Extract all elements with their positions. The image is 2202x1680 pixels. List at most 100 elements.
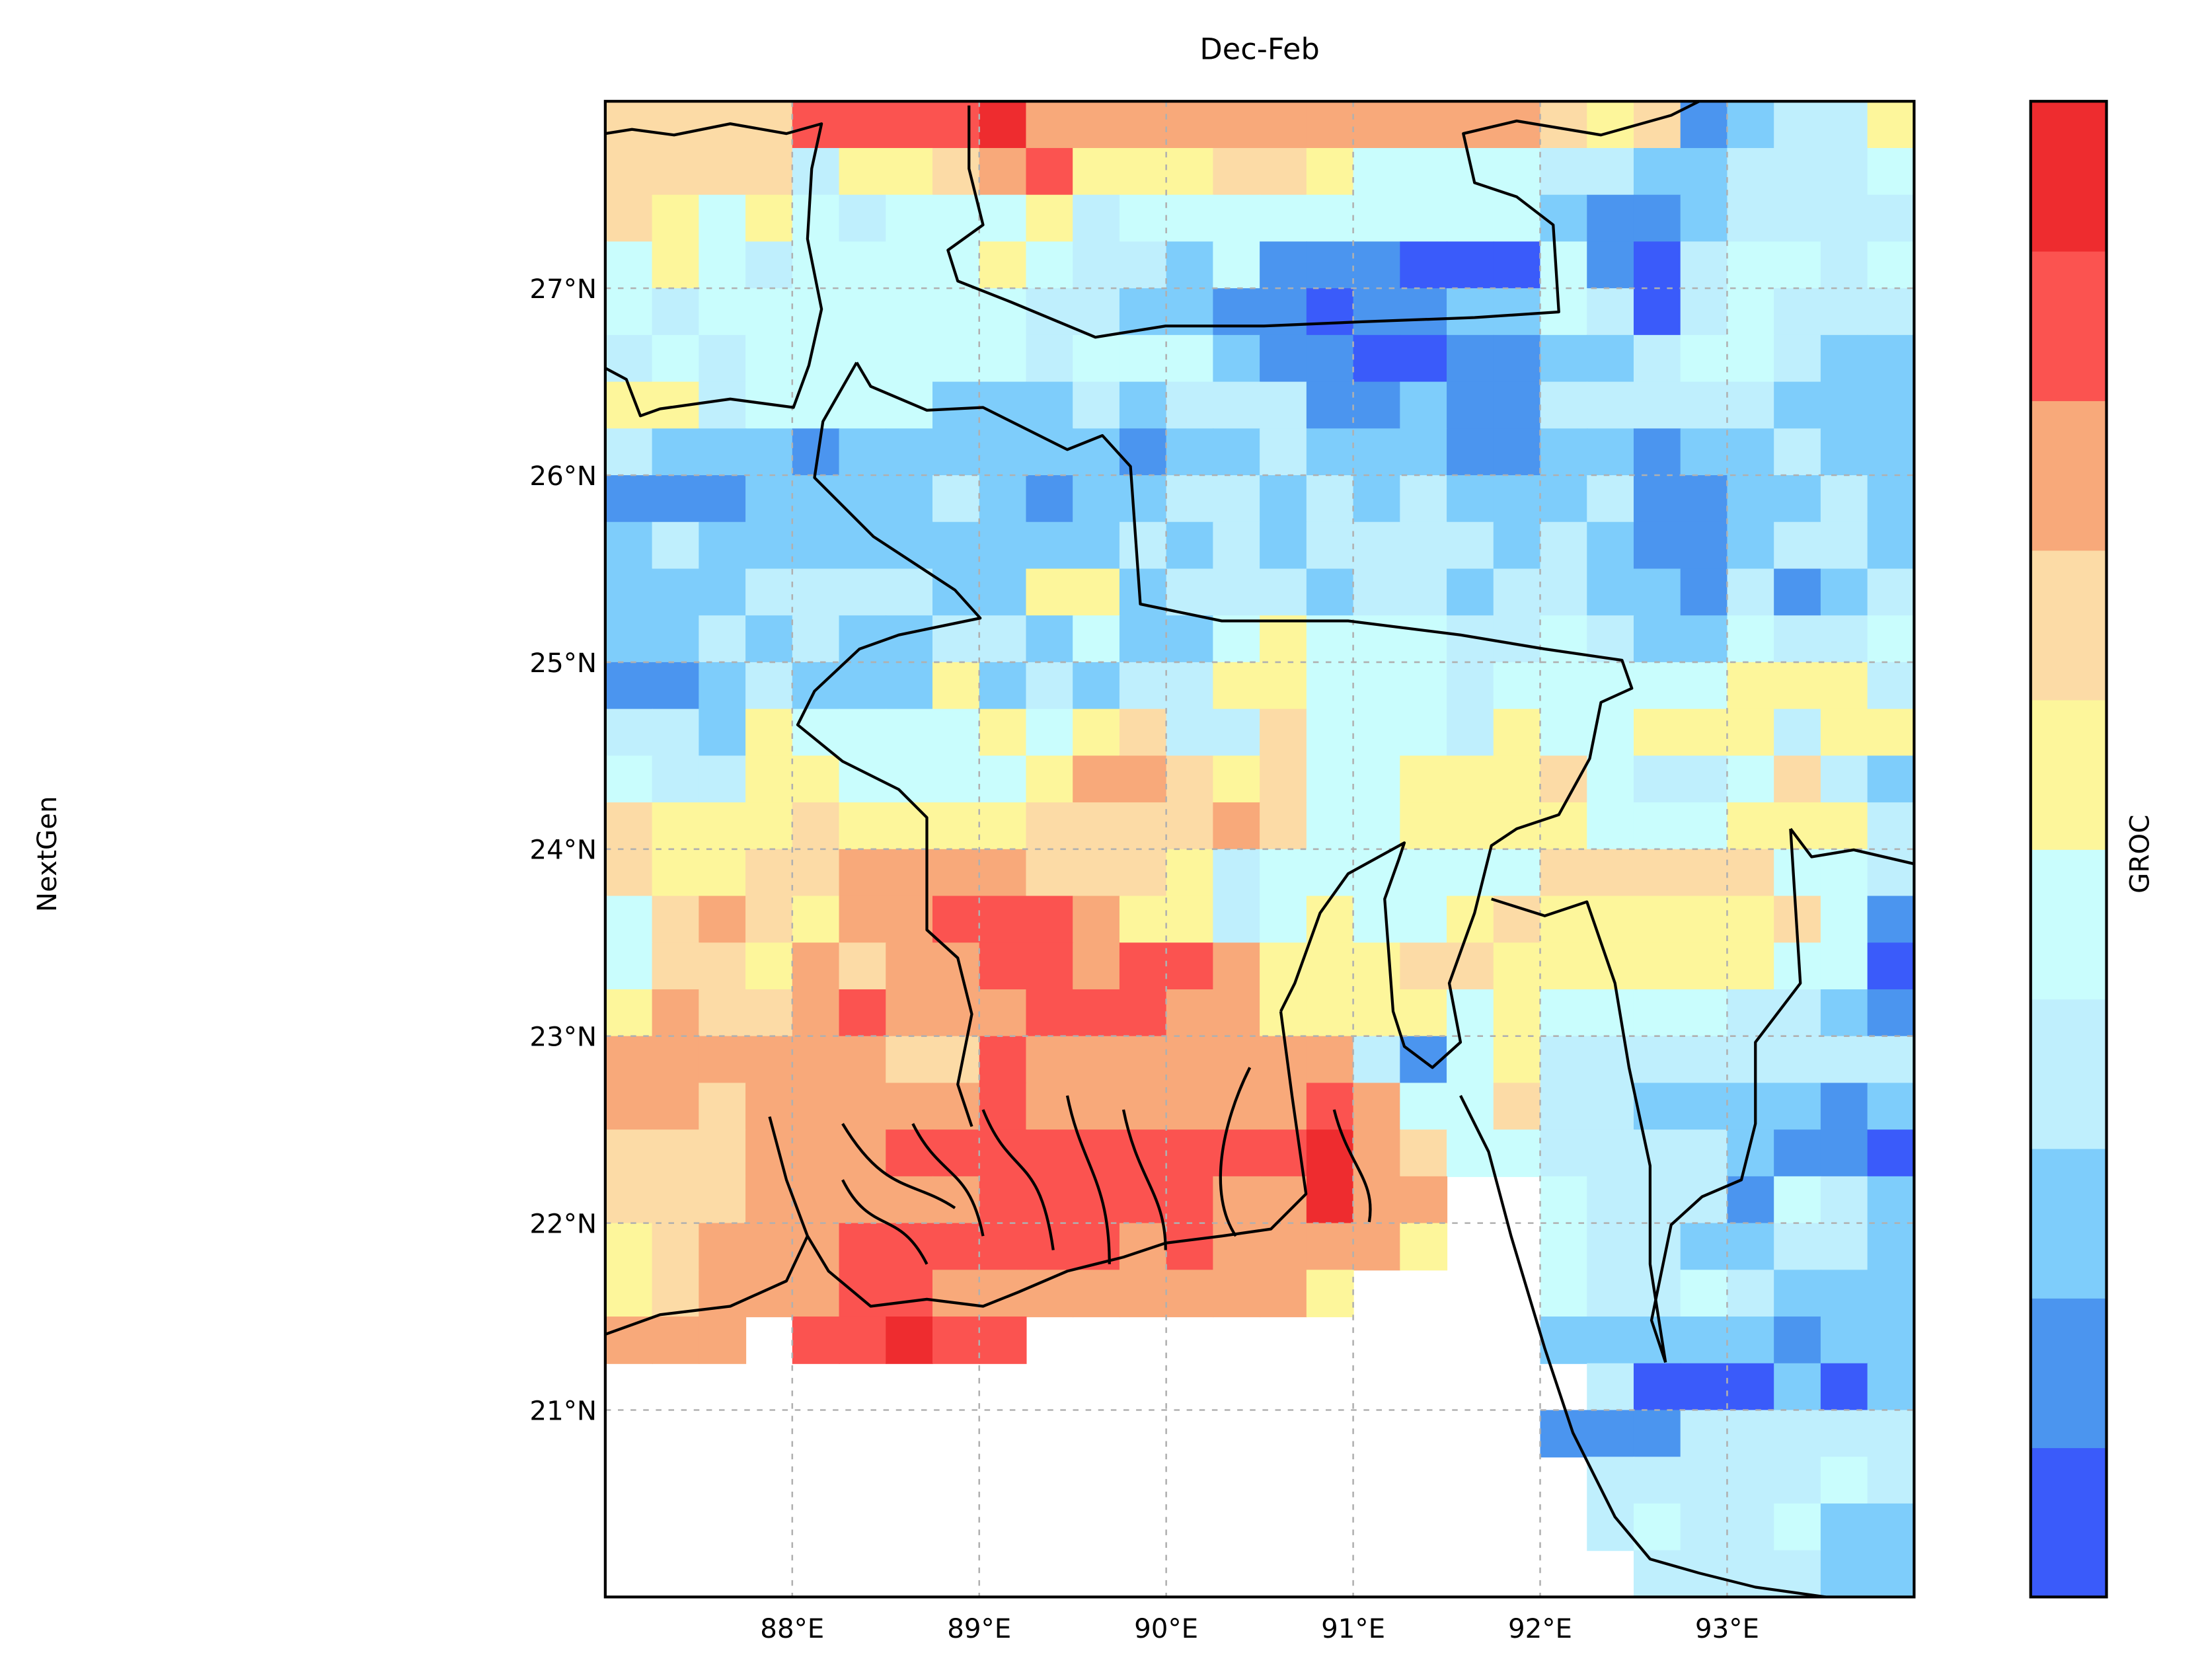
grid-cell (979, 896, 1027, 944)
grid-cell (792, 662, 840, 710)
grid-cell (1540, 1129, 1588, 1177)
grid-cell (1493, 147, 1541, 196)
grid-cell (1680, 989, 1728, 1037)
grid-cell (1306, 194, 1354, 243)
y-tick-label: 22°N (529, 1208, 597, 1239)
grid-cell (652, 708, 700, 757)
grid-cell (1774, 568, 1821, 617)
grid-cell (932, 194, 980, 243)
grid-cell (1867, 802, 1915, 850)
grid-cell (1119, 896, 1167, 944)
grid-cell (1727, 755, 1775, 804)
grid-cell (605, 194, 653, 243)
grid-cell (1633, 615, 1681, 663)
grid-cell (605, 615, 653, 663)
grid-cell (1774, 1083, 1821, 1131)
grid-cell (1119, 708, 1167, 757)
grid-cell (839, 1036, 887, 1084)
grid-cell (1587, 1223, 1635, 1271)
grid-cell (605, 334, 653, 383)
grid-cell (1540, 521, 1588, 570)
grid-cell (1774, 755, 1821, 804)
grid-cell (1633, 1457, 1681, 1504)
grid-cell (1447, 942, 1494, 991)
grid-cell (932, 475, 980, 523)
grid-cell (1073, 194, 1120, 243)
grid-cell (1447, 896, 1494, 944)
grid-cell (1353, 755, 1401, 804)
grid-cell (1306, 849, 1354, 897)
grid-cell (1587, 802, 1635, 850)
grid-cell (652, 662, 700, 710)
y-tick-label: 23°N (529, 1022, 597, 1053)
grid-cell (1166, 1270, 1214, 1318)
colorbar-frame (2029, 100, 2108, 1599)
grid-cell (839, 288, 887, 336)
grid-cell (699, 896, 747, 944)
grid-cell (652, 1036, 700, 1084)
grid-cell (1493, 708, 1541, 757)
grid-cell (652, 288, 700, 336)
grid-cell (886, 1317, 934, 1364)
grid-cell (1540, 1410, 1588, 1458)
grid-cell (699, 475, 747, 523)
grid-cell (886, 662, 934, 710)
grid-cell (1447, 101, 1494, 149)
grid-cell (1633, 1223, 1681, 1271)
grid-cell (886, 428, 934, 477)
grid-cell (1587, 381, 1635, 430)
grid-cell (1119, 802, 1167, 850)
grid-cell (839, 896, 887, 944)
grid-cell (1119, 241, 1167, 289)
grid-cell (1493, 849, 1541, 897)
grid-cell (1026, 802, 1074, 850)
grid-cell (1166, 194, 1214, 243)
grid-cell (699, 1129, 747, 1177)
grid-cell (1119, 521, 1167, 570)
grid-cell (932, 1223, 980, 1271)
grid-cell (886, 615, 934, 663)
grid-cell (1073, 989, 1120, 1037)
grid-cell (1073, 521, 1120, 570)
grid-cell (1400, 241, 1448, 289)
grid-cell (1774, 802, 1821, 850)
grid-cell (1867, 475, 1915, 523)
grid-cell (1306, 101, 1354, 149)
grid-cell (792, 1129, 840, 1177)
grid-cell (1260, 521, 1307, 570)
grid-cell (1260, 475, 1307, 523)
grid-cell (1306, 428, 1354, 477)
grid-cell (1587, 1410, 1635, 1458)
grid-cell (1119, 1176, 1167, 1224)
grid-cell (1400, 942, 1448, 991)
grid-cell (1820, 147, 1868, 196)
grid-cell (886, 989, 934, 1037)
grid-cell (1633, 1410, 1681, 1458)
grid-cell (1073, 241, 1120, 289)
grid-cell (1026, 708, 1074, 757)
grid-cell (1680, 147, 1728, 196)
grid-cell (1540, 1270, 1588, 1318)
grid-cell (1166, 1129, 1214, 1177)
grid-cell (1820, 1129, 1868, 1177)
grid-cell (1680, 381, 1728, 430)
grid-cell (1540, 708, 1588, 757)
grid-cell (1727, 1410, 1775, 1458)
grid-cell (1260, 662, 1307, 710)
grid-cell (1306, 802, 1354, 850)
grid-cell (1540, 334, 1588, 383)
grid-cell (1400, 521, 1448, 570)
grid-cell (1727, 1317, 1775, 1364)
grid-cell (699, 241, 747, 289)
grid-cell (839, 428, 887, 477)
grid-cell (1166, 147, 1214, 196)
grid-cell (1820, 475, 1868, 523)
grid-cell (1306, 241, 1354, 289)
grid-cell (1400, 989, 1448, 1037)
grid-cell (1026, 521, 1074, 570)
grid-cell (1820, 1317, 1868, 1364)
grid-cell (1587, 1270, 1635, 1318)
grid-cell (745, 521, 793, 570)
grid-cell (979, 708, 1027, 757)
